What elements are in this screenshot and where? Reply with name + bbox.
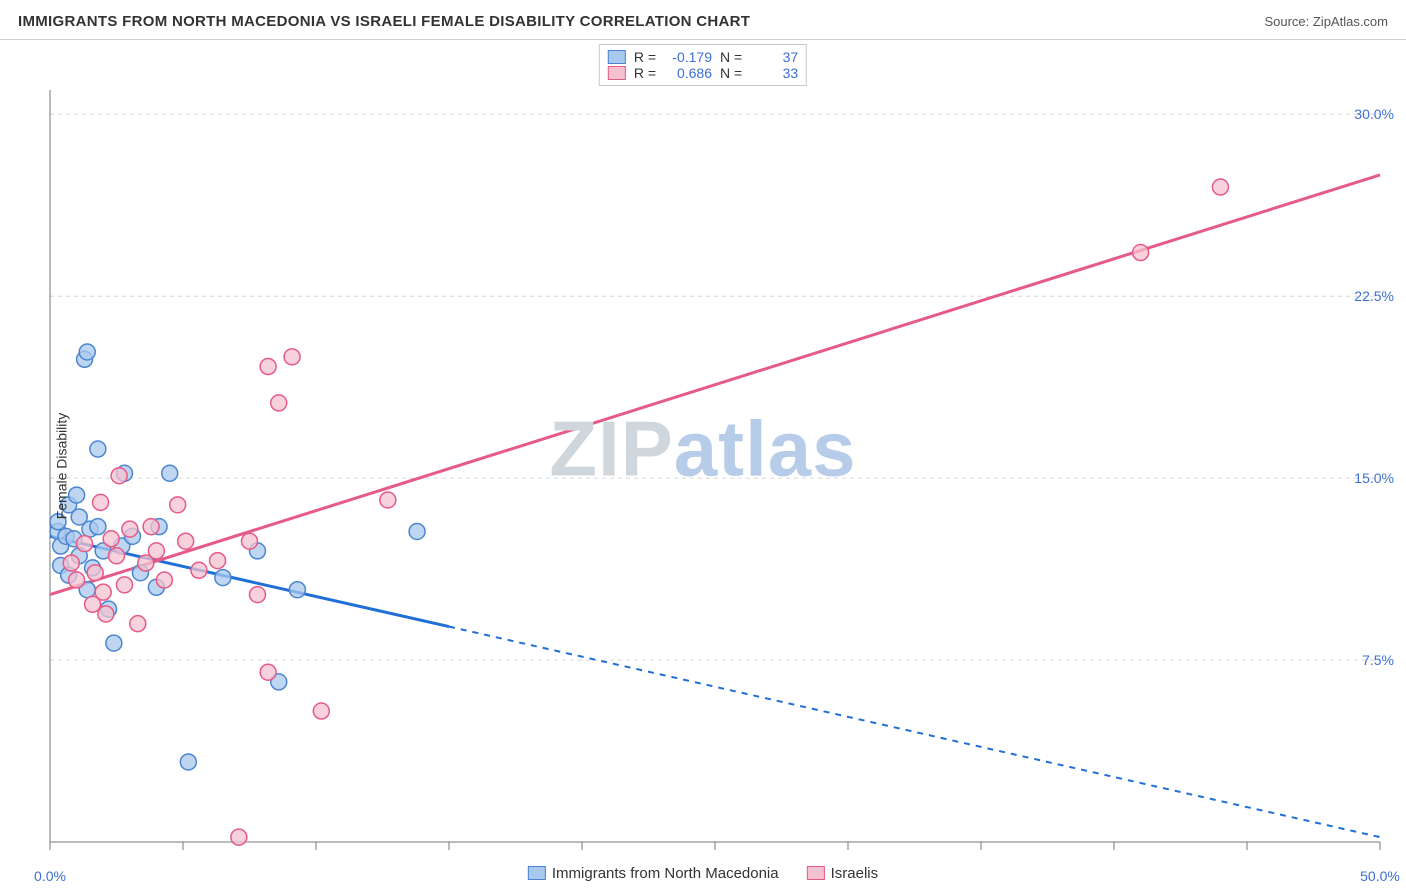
chart-title: IMMIGRANTS FROM NORTH MACEDONIA VS ISRAE… bbox=[18, 13, 750, 30]
y-tick-label: 15.0% bbox=[1354, 470, 1394, 486]
chart-source: Source: ZipAtlas.com bbox=[1264, 14, 1388, 29]
swatch-israelis bbox=[807, 866, 825, 880]
legend-label-israelis: Israelis bbox=[831, 865, 879, 882]
series-legend: Immigrants from North Macedonia Israelis bbox=[528, 865, 878, 882]
y-tick-label: 7.5% bbox=[1362, 652, 1394, 668]
y-tick-label: 22.5% bbox=[1354, 288, 1394, 304]
legend-n-value-macedonia: 37 bbox=[750, 49, 798, 65]
y-axis-title: Female Disability bbox=[53, 413, 69, 520]
swatch-israelis bbox=[608, 66, 626, 80]
scatter-plot bbox=[0, 40, 1406, 892]
x-tick-label: 50.0% bbox=[1360, 868, 1400, 884]
chart-header: IMMIGRANTS FROM NORTH MACEDONIA VS ISRAE… bbox=[0, 0, 1406, 40]
swatch-macedonia bbox=[608, 50, 626, 64]
legend-item-macedonia: Immigrants from North Macedonia bbox=[528, 865, 779, 882]
chart-area: Female Disability ZIPatlas R = -0.179 N … bbox=[0, 40, 1406, 892]
y-tick-label: 30.0% bbox=[1354, 106, 1394, 122]
swatch-macedonia bbox=[528, 866, 546, 880]
legend-r-value-israelis: 0.686 bbox=[664, 65, 712, 81]
legend-n-value-israelis: 33 bbox=[750, 65, 798, 81]
source-name: ZipAtlas.com bbox=[1313, 14, 1388, 29]
legend-label-macedonia: Immigrants from North Macedonia bbox=[552, 865, 779, 882]
legend-r-value-macedonia: -0.179 bbox=[664, 49, 712, 65]
legend-n-label: N = bbox=[720, 65, 742, 81]
source-prefix: Source: bbox=[1264, 14, 1312, 29]
legend-r-label: R = bbox=[634, 49, 656, 65]
x-tick-label: 0.0% bbox=[34, 868, 66, 884]
legend-row-israelis: R = 0.686 N = 33 bbox=[608, 65, 798, 81]
legend-r-label: R = bbox=[634, 65, 656, 81]
legend-n-label: N = bbox=[720, 49, 742, 65]
correlation-legend: R = -0.179 N = 37 R = 0.686 N = 33 bbox=[599, 44, 807, 86]
legend-item-israelis: Israelis bbox=[807, 865, 879, 882]
legend-row-macedonia: R = -0.179 N = 37 bbox=[608, 49, 798, 65]
